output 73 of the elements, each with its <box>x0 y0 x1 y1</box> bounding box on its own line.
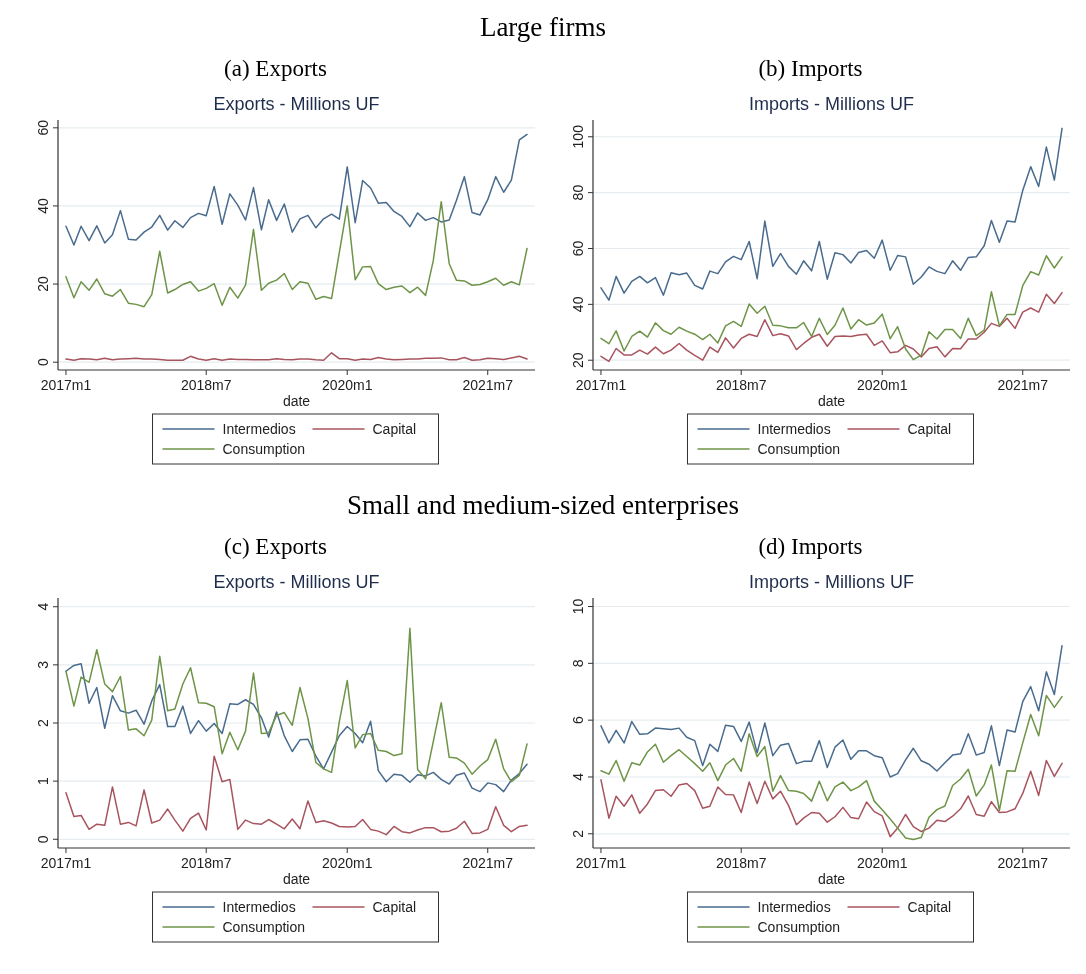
line-series <box>600 644 1063 778</box>
x-tick-label: 2021m7 <box>462 855 514 871</box>
x-tick-label: 2020m1 <box>321 855 373 871</box>
y-tick-label: 8 <box>570 659 586 668</box>
y-tick-label: 60 <box>35 119 51 136</box>
x-axis-title: date <box>282 871 311 887</box>
line-series <box>65 200 528 308</box>
legend-label: Capital <box>907 899 952 915</box>
x-tick-label: 2018m7 <box>715 855 767 871</box>
y-tick-label: 3 <box>35 660 51 669</box>
legend-label: Capital <box>372 899 417 915</box>
y-tick-label: 2 <box>570 829 586 838</box>
y-tick-label: 4 <box>570 772 586 781</box>
legend-label: Intermedios <box>222 899 296 915</box>
legend-label: Intermedios <box>222 421 296 437</box>
chart-title: Exports - Millions UF <box>213 94 380 114</box>
legend-label: Consumption <box>757 441 840 457</box>
x-tick-label: 2017m1 <box>40 377 92 393</box>
legend-label: Consumption <box>757 919 840 935</box>
legend-label: Intermedios <box>757 421 831 437</box>
x-axis-title: date <box>817 871 846 887</box>
y-tick-label: 4 <box>35 602 51 611</box>
chart-title: Exports - Millions UF <box>213 572 380 592</box>
x-tick-label: 2020m1 <box>856 377 908 393</box>
text: (d) Imports <box>758 534 863 559</box>
y-tick-label: 6 <box>570 716 586 725</box>
line-series <box>65 627 528 783</box>
x-tick-label: 2018m7 <box>715 377 767 393</box>
line-series <box>65 755 528 836</box>
chart-title: Imports - Millions UF <box>748 572 915 592</box>
x-tick-label: 2018m7 <box>180 855 232 871</box>
x-tick-label: 2018m7 <box>180 377 232 393</box>
text: Large firms <box>479 12 607 42</box>
y-tick-label: 2 <box>35 718 51 727</box>
x-axis-title: date <box>817 393 846 409</box>
text: (c) Exports <box>224 534 327 559</box>
y-tick-label: 100 <box>570 124 586 149</box>
text: (a) Exports <box>224 56 327 81</box>
line-series <box>600 127 1063 301</box>
legend-label: Consumption <box>222 441 305 457</box>
y-tick-label: 40 <box>35 197 51 214</box>
y-tick-label: 0 <box>35 358 51 367</box>
x-tick-label: 2020m1 <box>321 377 373 393</box>
x-tick-label: 2021m7 <box>997 855 1049 871</box>
line-series <box>65 352 528 361</box>
line-series <box>65 133 528 246</box>
line-series <box>600 694 1063 841</box>
y-tick-label: 80 <box>570 184 586 201</box>
line-series <box>65 662 528 793</box>
y-tick-label: 20 <box>35 276 51 292</box>
y-tick-label: 40 <box>570 296 586 313</box>
legend-label: Capital <box>907 421 952 437</box>
y-tick-label: 1 <box>35 777 51 786</box>
y-tick-label: 10 <box>570 598 586 615</box>
legend-label: Capital <box>372 421 417 437</box>
line-series <box>600 291 1063 363</box>
x-tick-label: 2021m7 <box>997 377 1049 393</box>
y-tick-label: 60 <box>570 240 586 257</box>
chart-title: Imports - Millions UF <box>748 94 915 114</box>
x-tick-label: 2017m1 <box>40 855 92 871</box>
x-tick-label: 2021m7 <box>462 377 514 393</box>
y-tick-label: 20 <box>570 352 586 369</box>
y-tick-label: 0 <box>35 835 51 844</box>
text: (b) Imports <box>758 56 863 81</box>
legend-label: Intermedios <box>757 899 831 915</box>
x-axis-title: date <box>282 393 311 409</box>
x-tick-label: 2020m1 <box>856 855 908 871</box>
text: Small and medium-sized enterprises <box>346 490 740 520</box>
legend-label: Consumption <box>222 919 305 935</box>
x-tick-label: 2017m1 <box>575 855 627 871</box>
line-series <box>600 759 1063 838</box>
x-tick-label: 2017m1 <box>575 377 627 393</box>
line-series <box>600 255 1063 361</box>
